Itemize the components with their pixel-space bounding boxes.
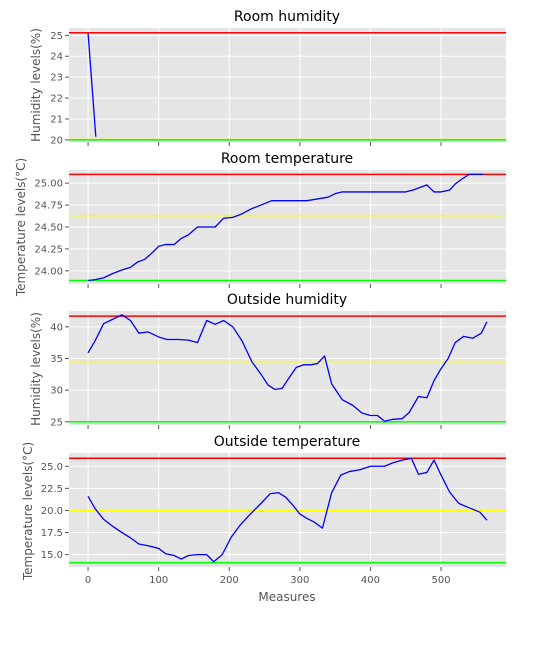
panel-room-humidity: Room humidity Humidity levels(%) 2021222… — [29, 9, 506, 146]
y-tick-label: 40 — [50, 322, 63, 333]
y-tick-label: 22 — [50, 94, 63, 105]
y-tick-label: 24.25 — [34, 244, 63, 255]
y-tick-label: 24.00 — [34, 266, 63, 277]
panel-room-temperature: Room temperature Temperature levels(°C) … — [14, 151, 506, 297]
x-tick-label: 0 — [85, 575, 91, 586]
y-tick-label: 23 — [50, 73, 63, 84]
y-tick-label: 20 — [50, 135, 63, 146]
y-axis-label: Humidity levels(%) — [29, 28, 43, 142]
y-tick-label: 24.75 — [34, 201, 63, 212]
x-tick-label: 200 — [220, 575, 239, 586]
plot-background — [69, 28, 506, 142]
chart-title: Outside humidity — [227, 292, 347, 308]
x-tick-label: 300 — [290, 575, 309, 586]
chart-title: Room humidity — [234, 9, 340, 25]
series-line — [87, 173, 484, 282]
y-tick-label: 20.0 — [41, 506, 63, 517]
y-tick-label: 22.5 — [41, 484, 63, 495]
chart-title: Outside temperature — [214, 434, 361, 450]
y-tick-label: 25.00 — [34, 179, 63, 190]
plot-background — [69, 311, 506, 425]
y-axis-label: Humidity levels(%) — [29, 312, 43, 426]
y-tick-label: 25 — [50, 31, 63, 42]
y-tick-label: 25.0 — [41, 462, 63, 473]
y-tick-label: 24 — [50, 52, 63, 63]
plot-area: 25 30 35 40 — [50, 311, 506, 429]
panel-outside-temperature: Outside temperature Temperature levels(°… — [21, 434, 506, 604]
series-line — [87, 314, 488, 422]
x-tick-label: 100 — [149, 575, 168, 586]
plot-area: 15.0 17.5 20.0 22.5 25.0 0 100 200 300 400 500 — [41, 453, 506, 586]
y-tick-label: 35 — [50, 354, 63, 365]
plot-area: 24.00 24.25 24.50 24.75 25.00 — [34, 170, 506, 288]
x-tick-label: 500 — [432, 575, 451, 586]
series-line — [87, 33, 97, 137]
y-tick-label: 24.50 — [34, 223, 63, 234]
series-line — [87, 457, 488, 563]
panel-outside-humidity: Outside humidity Humidity levels(%) 25 30… — [29, 292, 506, 429]
y-axis-label: Temperature levels(°C) — [21, 442, 35, 581]
x-tick-label: 400 — [361, 575, 380, 586]
plot-area: 20 21 22 23 24 25 — [50, 28, 506, 146]
chart-title: Room temperature — [221, 151, 353, 167]
y-tick-label: 25 — [50, 417, 63, 428]
y-tick-label: 15.0 — [41, 550, 63, 561]
y-tick-label: 30 — [50, 386, 63, 397]
x-axis-label: Measures — [258, 590, 315, 604]
y-tick-label: 21 — [50, 114, 63, 125]
y-tick-label: 17.5 — [41, 528, 63, 539]
y-axis-label: Temperature levels(°C) — [14, 158, 28, 297]
